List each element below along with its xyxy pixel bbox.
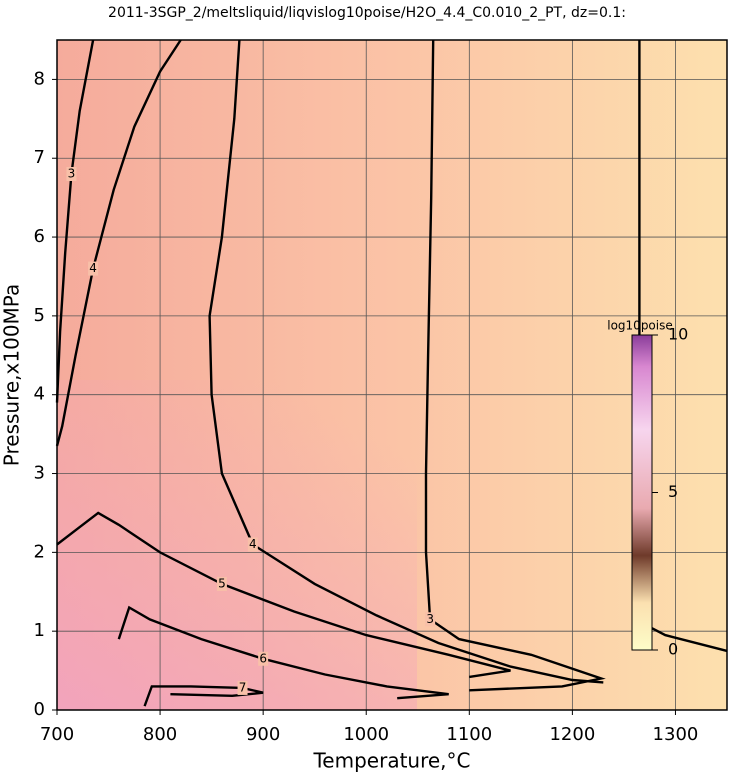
contour-label-bg <box>216 576 227 591</box>
y-tick-label: 5 <box>34 305 45 326</box>
x-tick-label: 1100 <box>446 724 492 745</box>
contour-label-bg <box>258 651 269 666</box>
contour-label-bg <box>425 612 436 627</box>
colorbar <box>631 334 653 651</box>
contour-label: 3 <box>426 612 434 626</box>
contour-label: 4 <box>89 261 97 275</box>
x-tick-label: 900 <box>246 724 280 745</box>
colorbar-tick-label: 5 <box>668 482 678 501</box>
y-tick-label: 4 <box>34 384 45 405</box>
contour-label-bg <box>247 537 258 552</box>
x-tick-label: 1300 <box>653 724 699 745</box>
contour-line <box>55 39 182 447</box>
contour-label-bg <box>88 261 99 276</box>
colorbar-label: log10poise <box>607 319 673 333</box>
x-axis-label: Temperature,°C <box>312 749 470 773</box>
y-tick-label: 6 <box>34 226 45 247</box>
y-tick-label: 1 <box>34 620 45 641</box>
colorbar-tick-label: 10 <box>668 325 688 344</box>
x-tick-label: 800 <box>143 724 177 745</box>
contour-label: 6 <box>259 651 267 665</box>
contour-label-bg <box>237 680 248 695</box>
y-tick-label: 7 <box>34 147 45 168</box>
x-tick-label: 1200 <box>549 724 595 745</box>
y-axis-label: Pressure,x100MPa <box>0 284 24 466</box>
contour-label: 3 <box>68 167 76 181</box>
contour-label: 7 <box>239 680 247 694</box>
x-tick-label: 1000 <box>343 724 389 745</box>
x-tick-label: 700 <box>40 724 74 745</box>
y-tick-label: 8 <box>34 68 45 89</box>
y-tick-label: 2 <box>34 541 45 562</box>
contour-label-bg <box>66 167 77 181</box>
colorbar-tick-label: 0 <box>668 640 678 659</box>
contour-line <box>55 39 95 403</box>
plot-shade <box>57 380 417 710</box>
contour-label: 4 <box>249 537 257 551</box>
y-tick-label: 3 <box>34 463 45 484</box>
plot-frame <box>56 39 728 711</box>
contour-label: 5 <box>218 576 226 590</box>
y-tick-label: 0 <box>34 699 45 720</box>
chart-title: 2011-3SGP_2/meltsliquid/liqvislog10poise… <box>108 5 626 21</box>
